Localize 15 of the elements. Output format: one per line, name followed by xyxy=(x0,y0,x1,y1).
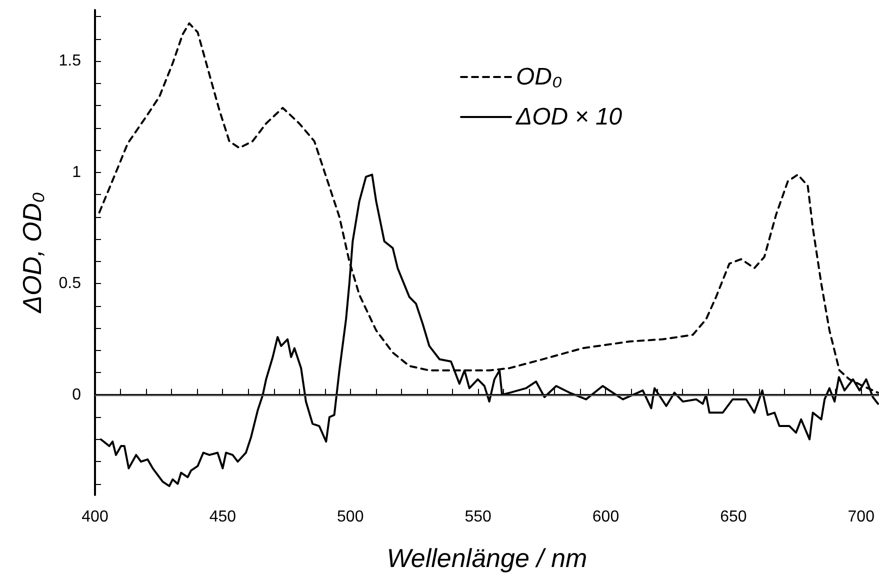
x-tick-label: 700 xyxy=(848,508,875,526)
legend-label: ΔOD × 10 xyxy=(515,104,623,130)
x-tick-label: 650 xyxy=(720,508,747,526)
x-tick-label: 600 xyxy=(592,508,620,526)
x-tick-label: 500 xyxy=(337,508,364,526)
y-tick-label: 0 xyxy=(72,386,82,404)
y-tick-label: 0.5 xyxy=(58,275,82,292)
x-axis-title: Wellenlänge / nm xyxy=(386,543,588,573)
y-axis-title: ΔOD, OD₀ xyxy=(17,192,47,314)
legend-label: OD₀ xyxy=(516,64,562,90)
y-tick-label: 1.5 xyxy=(58,52,82,70)
x-tick-label: 400 xyxy=(82,508,108,526)
y-tick-label: 1 xyxy=(72,164,82,181)
x-tick-label: 450 xyxy=(209,508,236,526)
x-tick-label: 550 xyxy=(464,508,492,526)
